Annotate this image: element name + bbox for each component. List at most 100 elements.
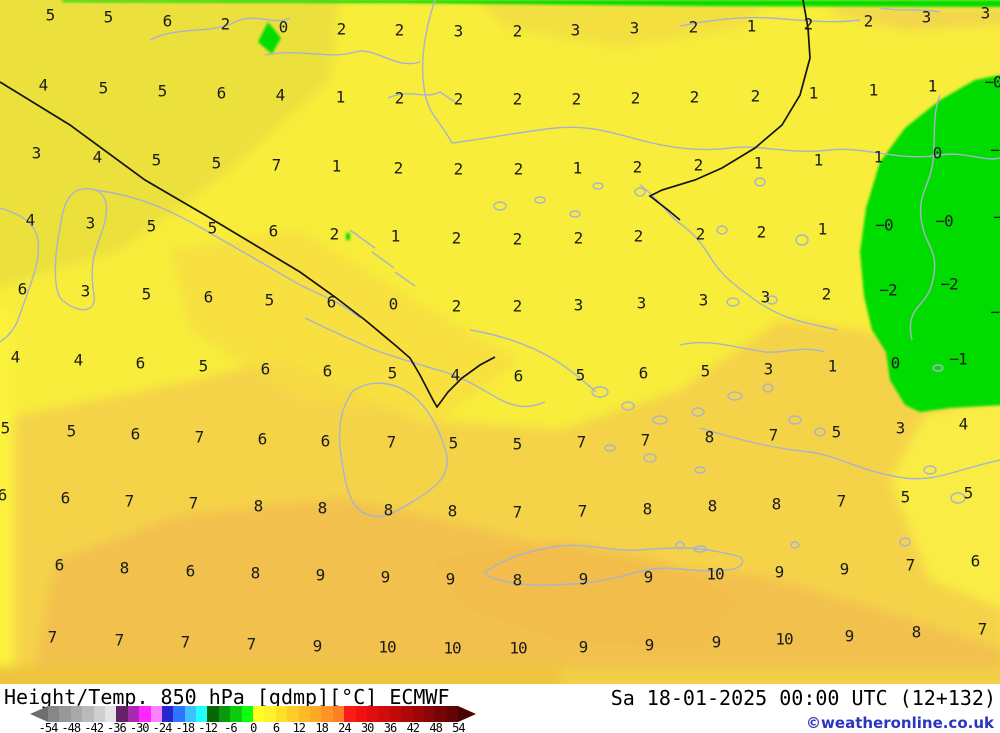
temp-label: 4 [958,414,969,434]
temp-label: 2 [750,86,761,106]
temp-label: 8 [447,501,458,521]
colorbar-tick: 48 [429,721,442,733]
colorbar-tick: 12 [292,721,306,733]
temp-label: 2 [329,224,340,244]
colorbar-segment [93,706,105,722]
coastlines [0,0,1000,586]
temp-label: 7 [180,632,191,652]
colorbar-segment [196,706,208,722]
temp-label: 7 [977,619,988,639]
temp-label: 3 [980,3,991,23]
temp-label: 2 [453,159,464,179]
temp-label: 5 [264,290,275,310]
colorbar-segment [321,706,333,722]
temperature-colorbar [30,706,477,722]
temp-label: 1 [753,153,764,173]
temp-label: 5 [146,216,157,236]
colorbar-left-arrow [30,706,48,722]
temp-label: 5 [387,363,398,383]
temp-label: 8 [383,500,394,520]
temp-label: 2 [512,296,523,316]
temp-label: 2 [571,89,582,109]
temp-label: 6 [60,488,71,508]
colorbar-segment [173,706,185,722]
temp-label: 2 [453,89,464,109]
temp-label: −0 [984,72,1000,92]
temp-label: −2 [879,280,897,300]
forecast-datetime: Sa 18-01-2025 00:00 UTC (12+132) [610,686,996,710]
temp-label: 3 [895,418,906,438]
temp-label: 2 [693,155,704,175]
colorbar-segment [446,706,459,722]
temp-label: 1 [572,158,583,178]
temp-label: 2 [695,224,706,244]
temp-label: 2 [451,228,462,248]
temp-label: 2 [512,89,523,109]
temp-label: 1 [868,80,879,100]
temp-label: 8 [911,622,922,642]
temp-label: 8 [512,570,523,590]
temp-label: 8 [253,496,264,516]
colorbar-tick: -18 [175,721,195,733]
temp-label: 9 [578,637,589,657]
temp-label: 5 [211,153,222,173]
temp-label: 6 [260,359,271,379]
temp-label: 6 [130,424,141,444]
temp-label: 3 [636,293,647,313]
temp-label: 5 [157,81,168,101]
temp-label: 9 [312,636,323,656]
temp-label: −1 [949,349,967,369]
temp-label: 2 [803,14,814,34]
temp-label: 9 [315,565,326,585]
temp-label: 7 [114,630,125,650]
temp-label: 7 [386,432,397,452]
legend-bar: Height/Temp. 850 hPa [gdmp][°C] ECMWF Sa… [0,684,1000,733]
temp-label: 3 [760,287,771,307]
colorbar-segment [298,706,310,722]
colorbar-tick: -30 [129,721,150,733]
temp-label: 7 [246,634,257,654]
temp-label: −1 [990,302,1000,322]
temp-label: 6 [0,485,7,505]
copyright-link[interactable]: ©weatheronline.co.uk [806,714,994,732]
colorbar-ticks: -54 -48 -42 -36 -30 -24 -18 -12 -6 0 6 12 18 24 30 36 42… [0,721,520,733]
colorbar-segment [309,706,322,722]
colorbar-tick: 36 [383,721,397,733]
temp-label: 2 [689,87,700,107]
colorbar-segment [253,706,265,722]
temp-label: 5 [198,356,209,376]
cold-green-areas [62,0,1000,412]
colorbar-segment [355,706,367,722]
temp-label: 3 [629,18,640,38]
temp-label: 6 [135,353,146,373]
temp-label: 7 [576,432,587,452]
temp-label: 0 [278,17,289,37]
colorbar-segment [207,706,219,722]
temp-label: 0 [890,353,901,373]
colorbar-tick: 30 [360,721,374,733]
temp-label: 7 [768,425,779,445]
colorbar-segment [344,706,356,722]
temp-label: 10 [706,564,724,584]
colorbar-segment [389,706,402,722]
temp-label: 3 [921,7,932,27]
temp-label: 0 [932,143,943,163]
colorbar-segment [218,706,231,722]
temp-label: 9 [774,562,785,582]
temp-label: 1 [827,356,838,376]
temp-label: 5 [0,418,11,438]
temp-label: 9 [839,559,850,579]
colorbar-tick: -48 [61,721,81,733]
temp-label: 8 [250,563,261,583]
temp-label: 4 [450,365,461,385]
temp-label: 8 [317,498,328,518]
colorbar-segment [59,706,71,722]
colorbar-tick: 0 [250,721,257,733]
temp-label: 1 [873,147,884,167]
colorbar-tick: 6 [272,721,280,733]
temp-label: 2 [863,11,874,31]
temperature-shading [0,0,1000,684]
temp-label: 7 [512,502,523,522]
temp-label: 6 [268,221,279,241]
colorbar-tick: 18 [315,721,328,733]
